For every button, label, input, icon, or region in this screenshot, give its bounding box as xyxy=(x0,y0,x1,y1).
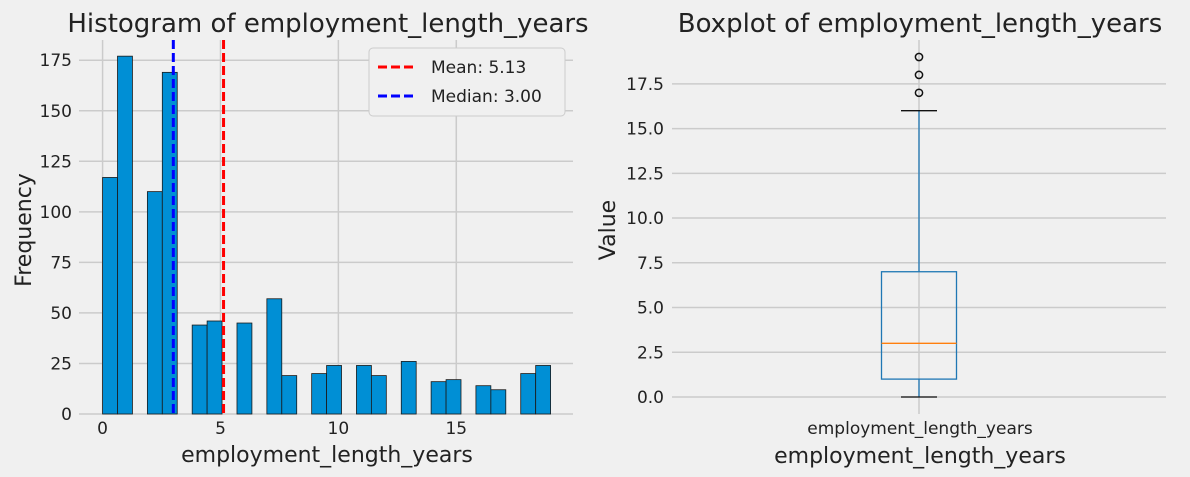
x-tick-label: 0 xyxy=(97,419,108,439)
histogram-bar xyxy=(475,385,492,415)
y-tick-label: 100 xyxy=(40,203,72,223)
histogram-bar xyxy=(445,379,462,415)
histogram-bar xyxy=(535,365,551,415)
histogram-y-label: Frequency xyxy=(12,173,37,287)
y-tick-label: 25 xyxy=(50,354,72,374)
y-tick-label: 5.0 xyxy=(637,299,664,319)
histogram-bar xyxy=(281,375,298,415)
histogram-bar xyxy=(326,365,342,415)
legend-median-label: Median: 3.00 xyxy=(431,87,542,107)
y-tick-label: 17.5 xyxy=(626,75,664,95)
y-tick-label: 12.5 xyxy=(626,164,664,184)
y-tick-label: 10.0 xyxy=(626,209,664,229)
histogram-bar xyxy=(161,71,178,415)
x-tick-label: 5 xyxy=(215,419,226,439)
histogram-title: Histogram of employment_length_years xyxy=(67,9,588,39)
y-tick-label: 7.5 xyxy=(637,254,664,274)
x-tick-label: 15 xyxy=(445,419,467,439)
histogram-bar xyxy=(490,389,507,415)
y-tick-label: 125 xyxy=(40,152,72,172)
legend-frame xyxy=(368,47,566,117)
histogram-x-ticks: 0 5 10 15 xyxy=(97,419,467,439)
y-tick-label: 150 xyxy=(40,102,72,122)
histogram-bar xyxy=(191,324,208,415)
histogram-y-ticks: 0 25 50 75 100 125 150 175 xyxy=(40,51,72,425)
histogram-bar xyxy=(117,55,133,415)
y-tick-label: 0 xyxy=(61,405,72,425)
y-tick-label: 175 xyxy=(40,51,72,71)
y-tick-label: 0.0 xyxy=(637,388,664,408)
boxplot-title: Boxplot of employment_length_years xyxy=(678,9,1163,39)
histogram-bar xyxy=(102,177,118,415)
boxplot-outliers xyxy=(914,52,924,98)
histogram-bar xyxy=(146,191,163,415)
y-tick-label: 75 xyxy=(50,253,72,273)
histogram-bar xyxy=(430,381,447,415)
legend-mean-label: Mean: 5.13 xyxy=(431,58,526,78)
boxplot-y-label: Value xyxy=(596,200,621,260)
histogram-bar xyxy=(236,322,253,415)
histogram-bar xyxy=(400,361,417,415)
y-tick-label: 50 xyxy=(50,304,72,324)
boxplot-outlier xyxy=(914,52,924,62)
boxplot-outlier xyxy=(914,88,924,98)
histogram-x-label: employment_length_years xyxy=(181,443,473,468)
histogram-bar xyxy=(520,373,537,415)
histogram-legend: Mean: 5.13 Median: 3.00 xyxy=(368,47,566,117)
boxplot-outlier xyxy=(914,70,924,80)
x-tick-label: 10 xyxy=(328,419,350,439)
y-tick-label: 2.5 xyxy=(637,343,664,363)
boxplot-x-label: employment_length_years xyxy=(774,444,1066,469)
y-tick-label: 15.0 xyxy=(626,120,664,140)
histogram-panel: Histogram of employment_length_years 0 25… xyxy=(12,9,589,468)
histogram-bar xyxy=(356,365,372,415)
histogram-bar xyxy=(266,298,283,415)
boxplot-panel: Boxplot of employment_length_years 0.0 2.… xyxy=(596,9,1166,469)
boxplot-category-label: employment_length_years xyxy=(807,419,1033,439)
histogram-bar xyxy=(370,375,387,415)
histogram-bar xyxy=(206,320,223,415)
histogram-bar xyxy=(311,373,327,415)
boxplot-y-ticks: 0.0 2.5 5.0 7.5 10.0 12.5 15.0 17.5 xyxy=(626,75,664,408)
boxplot-box xyxy=(880,271,958,380)
